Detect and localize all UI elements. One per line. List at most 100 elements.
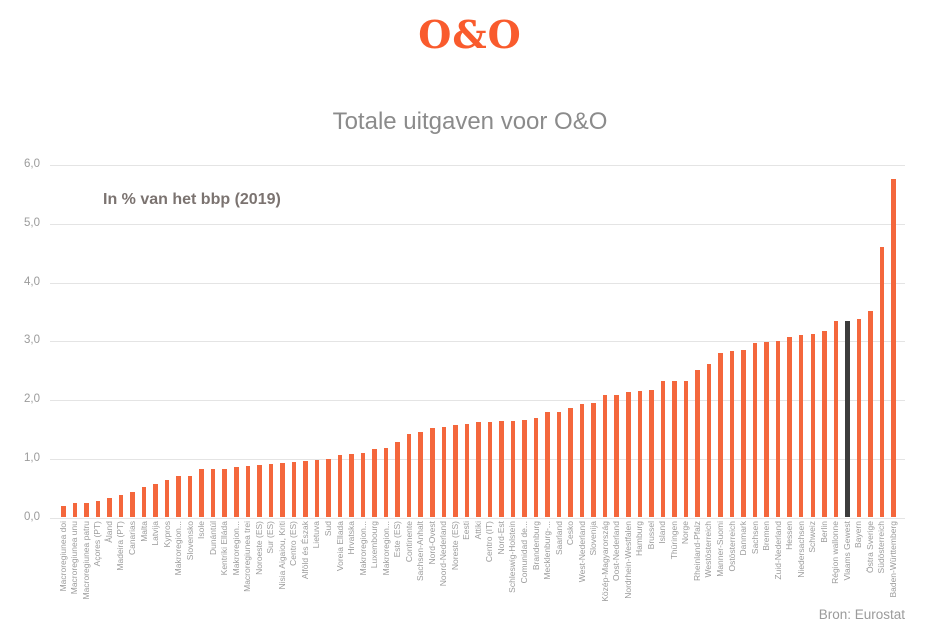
bar — [314, 459, 320, 518]
x-axis-label: West-Nederland — [576, 521, 587, 583]
bar — [579, 404, 585, 518]
x-axis-label: Sachsen-Anhalt — [415, 521, 426, 582]
x-axis-label: Danmark — [738, 521, 749, 556]
y-axis-tick-label: 5,0 — [24, 217, 40, 229]
bar — [153, 484, 158, 518]
x-axis-label: Berlin — [818, 521, 829, 543]
bar — [383, 448, 389, 518]
x-axis-label: Canarias — [126, 521, 137, 556]
x-axis-label: Östra Sverige — [864, 521, 875, 573]
x-axis-label: Comunidad de... — [519, 521, 529, 584]
bar — [406, 433, 412, 518]
x-axis-label: Åland — [103, 521, 114, 543]
bar — [649, 390, 654, 518]
x-axis-label: Noord-Nederland — [438, 521, 449, 587]
x-axis-label: Cesko — [565, 521, 576, 546]
x-axis-label: Nordrhein-Westfalen — [622, 521, 633, 599]
bar — [729, 350, 735, 518]
x-axis-label: Zuid-Nederland — [772, 521, 783, 580]
gridline — [50, 517, 905, 519]
x-axis-label: Sur (ES) — [265, 521, 276, 554]
x-axis-label: Makroregion... — [230, 521, 241, 576]
x-axis-label: Vlaams Gewest — [841, 521, 852, 581]
bar — [683, 380, 689, 518]
bar — [199, 469, 204, 518]
x-axis-label: Isole — [196, 521, 207, 539]
gridline — [50, 341, 905, 343]
bar — [706, 363, 712, 518]
bar — [510, 421, 516, 518]
bar — [868, 310, 873, 518]
bar — [72, 503, 78, 518]
bar — [695, 369, 700, 518]
y-axis-tick-label: 0,0 — [24, 510, 40, 523]
bar — [349, 454, 354, 518]
gridline — [50, 165, 905, 167]
gridline — [50, 282, 905, 284]
bar — [441, 426, 447, 518]
y-axis-tick-label: 2,0 — [24, 393, 40, 406]
bar — [130, 492, 135, 518]
x-axis-label: Brandenburg — [530, 521, 541, 571]
bar — [499, 421, 504, 518]
x-axis-label: Continente — [403, 521, 414, 563]
bar — [326, 458, 331, 518]
bar — [95, 501, 101, 518]
bar — [141, 486, 147, 518]
bar — [487, 422, 493, 518]
bar — [187, 475, 193, 518]
y-axis-tick-label: 3,0 — [24, 334, 40, 347]
bar — [856, 318, 862, 518]
chart-title: Totale uitgaven voor O&O — [332, 108, 608, 135]
x-axis-label: Noreste (ES) — [449, 521, 460, 571]
bar — [210, 469, 216, 518]
bar — [891, 178, 896, 518]
bar — [775, 341, 781, 518]
x-axis-label: Südösterreich — [876, 521, 887, 574]
x-axis-label: Centro (ES) — [288, 521, 299, 566]
bar — [660, 381, 666, 518]
bar — [591, 403, 596, 518]
bar — [280, 462, 285, 518]
bar — [533, 418, 539, 518]
x-axis-label: Hrvatska — [346, 521, 357, 555]
bar-highlight — [845, 320, 850, 518]
bar — [360, 452, 366, 518]
bar — [752, 342, 758, 518]
x-axis-label: Kentriki Elláda — [219, 521, 230, 576]
gridline — [50, 224, 905, 225]
x-axis-label: Slovenija — [588, 521, 599, 556]
x-axis-label: Makroregion... — [380, 521, 391, 576]
x-axis-label: Attiki — [472, 521, 483, 540]
x-axis-label: Bayern — [853, 521, 864, 548]
bar — [268, 464, 274, 518]
bar — [798, 334, 804, 518]
x-axis-label: Açores (PT) — [92, 521, 103, 567]
bar — [568, 407, 573, 518]
x-axis-label: Kypros — [161, 521, 172, 548]
x-axis-label: Hessen — [784, 521, 795, 550]
x-axis-label: Eesti — [461, 521, 472, 540]
bar — [672, 381, 677, 518]
bar — [372, 449, 377, 518]
x-axis-label: Oost-Nederland — [611, 521, 622, 582]
bar — [337, 454, 343, 518]
bar — [418, 432, 423, 518]
bar — [879, 247, 885, 518]
x-axis-label: Bremen — [761, 521, 772, 551]
x-axis-label: Schleswig-Holstein — [507, 521, 518, 593]
x-axis-label: Centro (IT) — [484, 521, 495, 563]
bar — [107, 497, 112, 518]
x-axis-label: Macroregiunea unu — [69, 521, 80, 595]
x-axis-label: Madeira (PT) — [115, 521, 126, 571]
bar — [602, 395, 608, 518]
x-axis-label: Noroeste (ES) — [253, 521, 264, 575]
bar — [810, 333, 815, 518]
x-axis-label: Sud — [322, 521, 333, 537]
x-axis-label: Macroregiunea patru — [80, 521, 91, 600]
bar — [118, 494, 124, 518]
bar — [291, 461, 297, 518]
bar — [626, 392, 631, 518]
x-axis-label: Luxembourg — [369, 521, 380, 569]
